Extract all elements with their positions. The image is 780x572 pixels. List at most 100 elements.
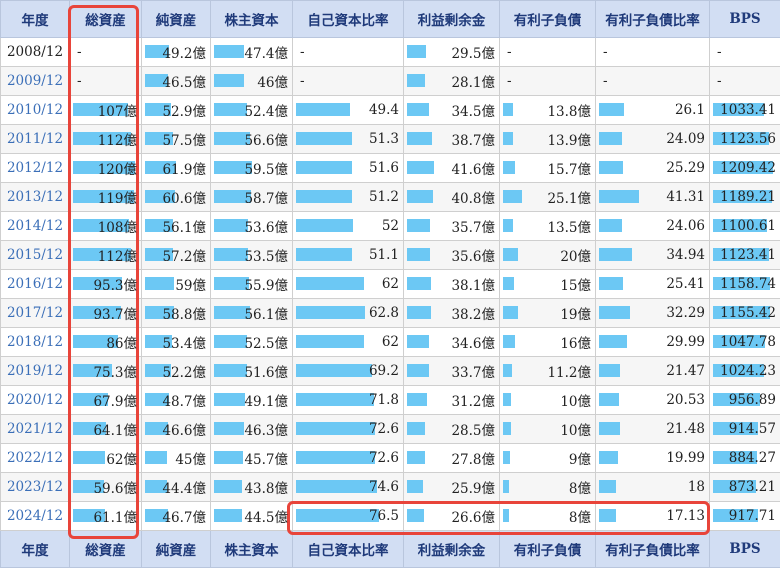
value-bar: [296, 393, 374, 406]
table-row: 2024/12 61.1億 46.7億 44.5億 76.5 26.6億 8億 17.13 91…: [0, 501, 780, 531]
year-link[interactable]: 2011/12: [6, 131, 64, 147]
total-assets-cell: 86億: [69, 327, 142, 357]
header-shareholders-equity[interactable]: 株主資本: [210, 0, 293, 38]
header-year[interactable]: 年度: [0, 530, 70, 568]
header-total-assets[interactable]: 総資産: [69, 0, 142, 38]
year-cell[interactable]: 2023/12: [0, 472, 70, 502]
value-bar: [296, 190, 352, 203]
header-year[interactable]: 年度: [0, 0, 70, 38]
year-cell[interactable]: 2024/12: [0, 501, 70, 531]
value-bar: [713, 190, 772, 203]
year-cell[interactable]: 2018/12: [0, 327, 70, 357]
year-link[interactable]: 2018/12: [6, 334, 64, 350]
table-row: 2014/12 108億 56.1億 53.6億 52 35.7億 13.5億 24.06 11…: [0, 211, 780, 241]
year-link[interactable]: 2013/12: [6, 189, 64, 205]
year-cell[interactable]: 2019/12: [0, 356, 70, 386]
total-assets-cell: -: [69, 37, 142, 67]
year-link[interactable]: 2010/12: [6, 102, 64, 118]
cell-value: -: [507, 73, 512, 89]
cell-value: 48.7億: [162, 394, 206, 410]
cell-value: 19億: [560, 307, 591, 323]
cell-value: 51.6: [368, 160, 399, 176]
year-cell[interactable]: 2011/12: [0, 124, 70, 154]
shareholders-equity-cell: 58.7億: [210, 182, 293, 212]
year-cell[interactable]: 2021/12: [0, 414, 70, 444]
cell-value: 57.5億: [162, 133, 206, 149]
year-link[interactable]: 2015/12: [6, 247, 64, 263]
year-cell[interactable]: 2022/12: [0, 443, 70, 473]
table-row: 2012/12 120億 61.9億 59.5億 51.6 41.6億 15.7億 25.29…: [0, 153, 780, 183]
cell-value: 45億: [175, 452, 206, 468]
year-cell[interactable]: 2020/12: [0, 385, 70, 415]
year-link[interactable]: 2023/12: [6, 479, 64, 495]
header-debt-ratio[interactable]: 有利子負債比率: [595, 0, 710, 38]
cell-value: 31.2億: [451, 394, 495, 410]
cell-value: 76.5: [368, 508, 399, 524]
header-interest-bearing-debt[interactable]: 有利子負債: [499, 0, 596, 38]
year-link[interactable]: 2019/12: [6, 363, 64, 379]
value-bar: [713, 422, 758, 435]
year-link[interactable]: 2016/12: [6, 276, 64, 292]
year-link[interactable]: 2020/12: [6, 392, 64, 408]
header-bps[interactable]: BPS: [709, 530, 780, 568]
value-bar: [296, 306, 365, 319]
header-equity-ratio[interactable]: 自己資本比率: [292, 0, 404, 38]
cell-value: 67.9億: [93, 394, 137, 410]
retained-earnings-cell: 34.6億: [403, 327, 500, 357]
cell-value: 74.6: [368, 479, 399, 495]
year-cell[interactable]: 2014/12: [0, 211, 70, 241]
year-link[interactable]: 2017/12: [6, 305, 64, 321]
value-bar: [145, 422, 168, 435]
header-equity-ratio[interactable]: 自己資本比率: [292, 530, 404, 568]
cell-value: 24.09: [666, 131, 705, 147]
header-shareholders-equity[interactable]: 株主資本: [210, 530, 293, 568]
header-net-assets[interactable]: 純資産: [141, 530, 211, 568]
cell-value: 75.3億: [93, 365, 137, 381]
year-cell[interactable]: 2009/12: [0, 66, 70, 96]
value-bar: [145, 364, 171, 377]
cell-value: 59億: [175, 278, 206, 294]
year-cell[interactable]: 2012/12: [0, 153, 70, 183]
value-bar: [73, 335, 118, 348]
header-total-assets[interactable]: 総資産: [69, 530, 142, 568]
bps-cell: -: [709, 66, 780, 96]
header-retained-earnings[interactable]: 利益剰余金: [403, 530, 500, 568]
debt-ratio-cell: 21.47: [595, 356, 710, 386]
year-cell[interactable]: 2015/12: [0, 240, 70, 270]
year-link[interactable]: 2009/12: [6, 73, 64, 89]
header-debt-ratio[interactable]: 有利子負債比率: [595, 530, 710, 568]
net-assets-cell: 58.8億: [141, 298, 211, 328]
value-bar: [214, 364, 247, 377]
bps-cell: 1047.78: [709, 327, 780, 357]
cell-value: 1123.41: [720, 247, 776, 263]
header-net-assets[interactable]: 純資産: [141, 0, 211, 38]
header-retained-earnings[interactable]: 利益剰余金: [403, 0, 500, 38]
cell-value: 86億: [106, 336, 137, 352]
cell-value: 61.1億: [93, 510, 137, 526]
year-link[interactable]: 2012/12: [6, 160, 64, 176]
year-cell[interactable]: 2010/12: [0, 95, 70, 125]
year-link[interactable]: 2014/12: [6, 218, 64, 234]
cell-value: 61.9億: [162, 162, 206, 178]
cell-value: 29.5億: [451, 46, 495, 62]
net-assets-cell: 46.7億: [141, 501, 211, 531]
value-bar: [214, 219, 248, 232]
year-cell[interactable]: 2016/12: [0, 269, 70, 299]
year-link[interactable]: 2021/12: [6, 421, 64, 437]
bps-cell: 1155.42: [709, 298, 780, 328]
year-cell[interactable]: 2017/12: [0, 298, 70, 328]
cell-value: 53.6億: [244, 220, 288, 236]
value-bar: [599, 422, 620, 435]
value-bar: [503, 161, 515, 174]
header-bps[interactable]: BPS: [709, 0, 780, 38]
value-bar: [73, 190, 134, 203]
footer-header-row: 年度 総資産 純資産 株主資本 自己資本比率 利益剰余金 有利子負債 有利子負債比率 BPS: [0, 530, 780, 568]
cell-value: 25.41: [666, 276, 705, 292]
year-link[interactable]: 2022/12: [6, 450, 64, 466]
debt-ratio-cell: 18: [595, 472, 710, 502]
year-link[interactable]: 2024/12: [6, 508, 64, 524]
retained-earnings-cell: 25.9億: [403, 472, 500, 502]
value-bar: [296, 132, 352, 145]
year-cell[interactable]: 2013/12: [0, 182, 70, 212]
header-interest-bearing-debt[interactable]: 有利子負債: [499, 530, 596, 568]
